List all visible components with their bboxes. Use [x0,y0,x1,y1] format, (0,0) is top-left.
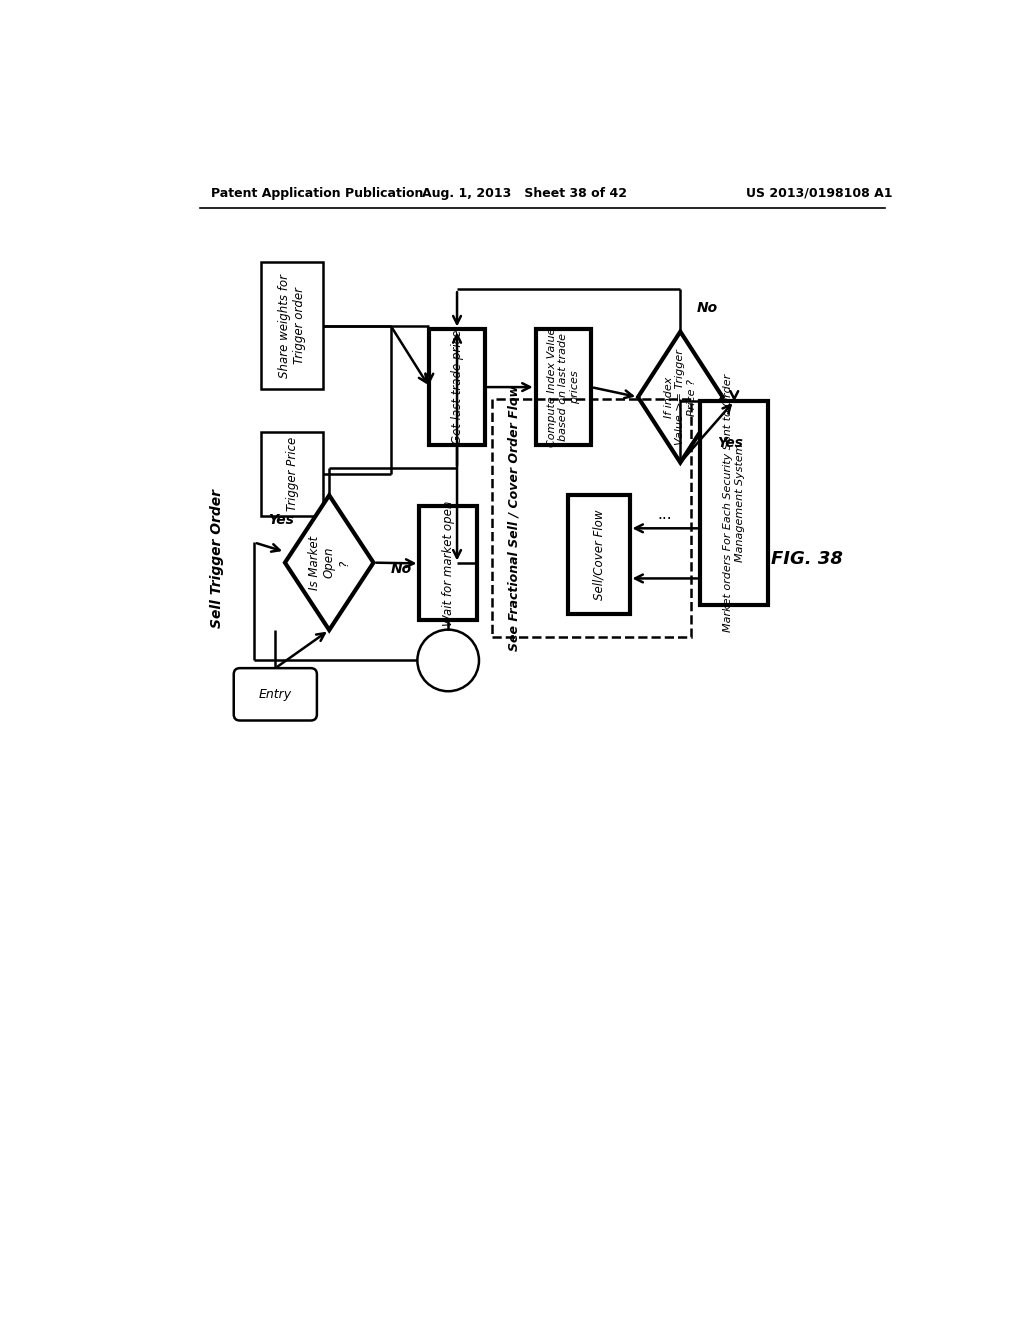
Bar [568,495,630,614]
Text: FIG. 38: FIG. 38 [771,550,843,568]
Text: Sell/Cover Flow: Sell/Cover Flow [592,510,605,599]
Text: Yes: Yes [268,513,295,527]
Text: Entry: Entry [259,688,292,701]
Text: Wait for market open: Wait for market open [441,500,455,626]
Text: Is Market
Open
?: Is Market Open ? [308,536,350,590]
Text: Patent Application Publication: Patent Application Publication [211,186,424,199]
Polygon shape [285,495,374,630]
Text: US 2013/0198108 A1: US 2013/0198108 A1 [746,186,893,199]
Text: If index
Value >= Trigger
Price ?: If index Value >= Trigger Price ? [664,350,697,445]
Text: See Fractional Sell / Cover Order Flow: See Fractional Sell / Cover Order Flow [508,385,520,651]
Bar [419,507,477,620]
Bar [261,263,323,389]
FancyBboxPatch shape [233,668,316,721]
Text: Sell Trigger Order: Sell Trigger Order [210,490,224,628]
Polygon shape [638,331,723,462]
Bar [536,330,591,445]
Text: ...: ... [657,507,672,523]
Bar [429,330,484,445]
Text: No: No [390,562,412,576]
Text: Trigger Price: Trigger Price [286,437,299,511]
Bar [261,432,323,516]
Text: No: No [696,301,718,314]
Text: Share weights for
Trigger order: Share weights for Trigger order [279,273,306,378]
Text: Compute Index Value
based on last trade
prices: Compute Index Value based on last trade … [547,327,580,446]
Text: Aug. 1, 2013   Sheet 38 of 42: Aug. 1, 2013 Sheet 38 of 42 [422,186,628,199]
Bar [700,401,768,605]
Text: Yes: Yes [718,437,743,450]
Text: Get last trade price: Get last trade price [451,330,464,445]
Text: Market orders For Each Security Sent to Order
Management System: Market orders For Each Security Sent to … [723,374,745,632]
Bar [493,399,691,638]
